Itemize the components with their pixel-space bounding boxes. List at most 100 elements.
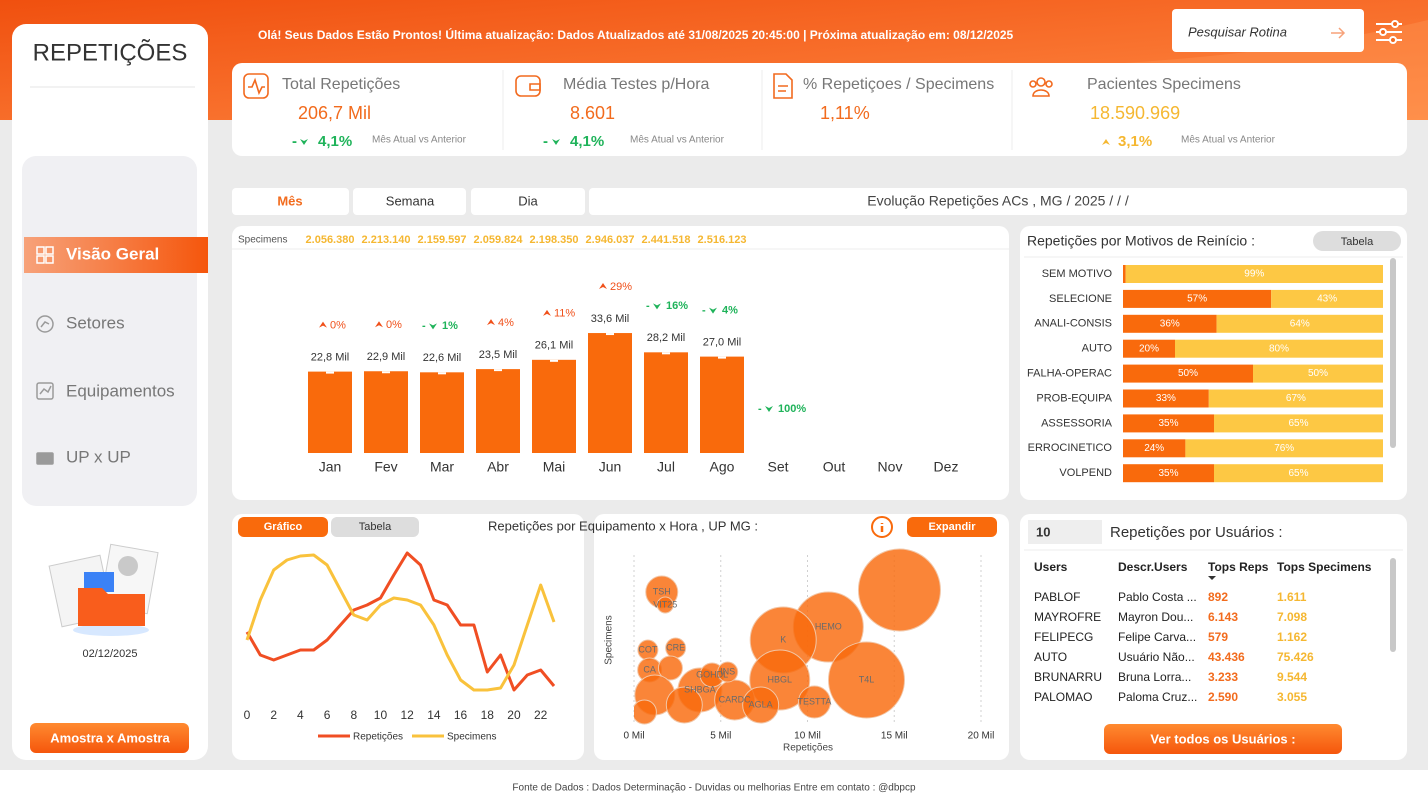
search-arrow bbox=[1331, 27, 1346, 39]
status-message: Olá! Seus Dados Estão Prontos! Última at… bbox=[258, 27, 1014, 42]
data-label: 35% bbox=[1158, 468, 1178, 479]
bubble bbox=[827, 641, 905, 719]
all-users-button[interactable] bbox=[1104, 724, 1342, 754]
data-label: 33% bbox=[1156, 393, 1176, 404]
table-cell: 6.143 bbox=[1208, 610, 1238, 624]
x-tick-label: Dez bbox=[934, 459, 959, 475]
folder-illustration bbox=[48, 543, 159, 636]
users-card bbox=[1020, 514, 1407, 760]
x-tick-label: Out bbox=[823, 459, 846, 475]
table-cell: Pablo Costa ... bbox=[1118, 590, 1197, 604]
x-tick-label: Nov bbox=[878, 459, 903, 475]
button-label: Expandir bbox=[928, 521, 976, 533]
specimens-label: 2.159.597 bbox=[418, 234, 467, 246]
table-cell: Usuário Não... bbox=[1118, 650, 1195, 664]
bubble-label: AGLA bbox=[749, 699, 773, 709]
data-label: 64% bbox=[1290, 318, 1310, 329]
nav-item[interactable]: UP x UP bbox=[66, 447, 131, 466]
bar-segment bbox=[1123, 389, 1209, 408]
bar-segment bbox=[1271, 289, 1383, 308]
change-label: 1% bbox=[442, 320, 458, 332]
filter-icon[interactable] bbox=[1376, 20, 1402, 44]
specimens-title: Specimens bbox=[238, 235, 287, 246]
bar bbox=[644, 352, 688, 453]
y-tick-label: ASSESSORIA bbox=[1041, 417, 1113, 429]
scrollbar[interactable] bbox=[1390, 258, 1396, 448]
bar-segment bbox=[1123, 364, 1253, 383]
bubble bbox=[857, 548, 941, 632]
scrollbar[interactable] bbox=[1390, 558, 1396, 652]
x-tick-label: Abr bbox=[487, 459, 509, 475]
tab[interactable]: Mês bbox=[277, 193, 302, 208]
bubble bbox=[717, 661, 739, 683]
table-cell: BRUNARRU bbox=[1034, 670, 1102, 684]
trend-arrow bbox=[653, 303, 661, 310]
bubble bbox=[742, 686, 780, 724]
kpi-delta-note: Mês Atual vs Anterior bbox=[630, 135, 725, 146]
x-tick-label: 14 bbox=[427, 708, 441, 722]
tab-bg[interactable] bbox=[471, 188, 585, 215]
x-tick-label: 22 bbox=[534, 708, 548, 722]
top-n-input[interactable] bbox=[1028, 520, 1102, 544]
tab-bg[interactable] bbox=[232, 188, 349, 215]
tab[interactable]: Dia bbox=[518, 193, 538, 208]
x-tick-label: Mai bbox=[543, 459, 566, 475]
bar-segment bbox=[1253, 364, 1383, 383]
nav-item[interactable]: Equipamentos bbox=[66, 381, 175, 400]
y-tick-label: SELECIONE bbox=[1049, 293, 1112, 305]
bubble-label: TESTTA bbox=[798, 696, 832, 706]
specimens-label: 2.441.518 bbox=[642, 234, 691, 246]
sample-button[interactable] bbox=[30, 723, 189, 753]
column-header: Tops Reps bbox=[1208, 560, 1269, 574]
tab-bg[interactable] bbox=[353, 188, 466, 215]
x-tick-label: Jan bbox=[319, 459, 342, 475]
x-axis-label: Repetições bbox=[783, 743, 833, 754]
table-cell: PABLOF bbox=[1034, 590, 1080, 604]
x-tick-label: 20 Mil bbox=[968, 731, 995, 742]
kpi-delta: 3,1% bbox=[1118, 133, 1152, 150]
table-button[interactable] bbox=[331, 517, 419, 537]
x-tick-label: 10 bbox=[374, 708, 388, 722]
bar bbox=[308, 371, 352, 453]
data-label: 57% bbox=[1187, 294, 1207, 305]
table-cell: PALOMAO bbox=[1034, 690, 1092, 704]
x-tick-label: 6 bbox=[324, 708, 331, 722]
table-cell: 3.055 bbox=[1277, 690, 1307, 704]
data-label: 36% bbox=[1160, 318, 1180, 329]
kpi-dividers bbox=[502, 70, 1013, 150]
trend-arrow bbox=[319, 321, 327, 328]
specimens-label: 2.516.123 bbox=[698, 234, 747, 246]
tab[interactable]: Semana bbox=[386, 193, 435, 208]
change-prefix: - bbox=[758, 403, 762, 415]
search-box[interactable] bbox=[1172, 9, 1364, 52]
data-label: 23,5 Mil bbox=[479, 349, 518, 361]
expand-button[interactable] bbox=[907, 517, 997, 537]
kpi-value: 8.601 bbox=[570, 103, 615, 123]
table-cell: Felipe Carva... bbox=[1118, 630, 1196, 644]
nav-item[interactable]: Setores bbox=[66, 313, 125, 332]
table-button[interactable] bbox=[1313, 231, 1401, 251]
y-tick-label: ANALI-CONSIS bbox=[1034, 318, 1112, 330]
kpi-delta-note: Mês Atual vs Anterior bbox=[372, 135, 467, 146]
y-tick-label: PROB-EQUIPA bbox=[1036, 392, 1112, 404]
data-label: 80% bbox=[1269, 343, 1289, 354]
table-cell: 1.611 bbox=[1277, 590, 1307, 604]
specimens-label: 2.059.824 bbox=[474, 234, 524, 246]
footer-text: Fonte de Dados : Dados Determinação - Du… bbox=[512, 783, 916, 794]
data-label: 22,6 Mil bbox=[423, 352, 462, 364]
trend-arrow bbox=[599, 283, 607, 290]
x-tick-label: 4 bbox=[297, 708, 304, 722]
x-tick-label: Ago bbox=[710, 459, 735, 475]
chart-title-bar bbox=[589, 188, 1407, 215]
bar-segment bbox=[1123, 314, 1217, 333]
data-label: 24% bbox=[1144, 443, 1164, 454]
trend-arrow bbox=[429, 323, 437, 330]
chart-button[interactable] bbox=[238, 517, 328, 537]
data-label: 28,2 Mil bbox=[647, 332, 686, 344]
nav-active-bg bbox=[24, 237, 208, 273]
nav-item[interactable]: Visão Geral bbox=[66, 244, 159, 263]
kpi-delta-prefix: - bbox=[292, 133, 297, 150]
bubble-label: CRE bbox=[666, 642, 685, 652]
x-tick-label: 2 bbox=[270, 708, 277, 722]
